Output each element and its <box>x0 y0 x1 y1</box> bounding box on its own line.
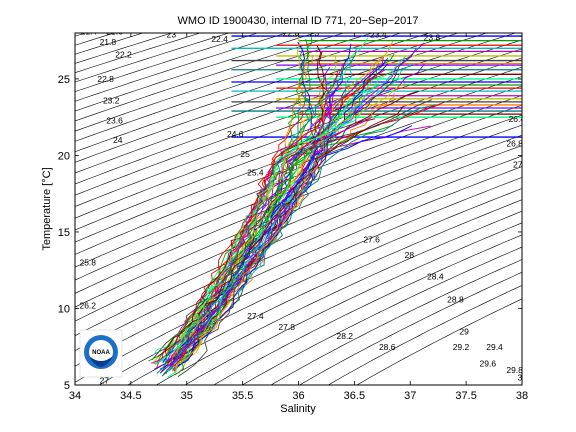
x-axis: 34 34.5 35 35.5 36 36.5 37 37.5 38 <box>69 33 528 402</box>
logo-text: NOAA <box>92 350 110 356</box>
contour-label: 23 <box>167 30 177 40</box>
contour-label: 22.6 <box>283 28 300 38</box>
contour-label: 27.8 <box>278 322 295 332</box>
profile-line <box>177 99 432 377</box>
contour-label: 21.4 <box>81 27 98 37</box>
contour-label: 25 <box>240 149 250 159</box>
contour-label: 27.4 <box>247 311 264 321</box>
density-contour <box>75 33 287 102</box>
profile-line <box>174 78 326 373</box>
x-tick-label: 34 <box>69 390 81 402</box>
y-axis-label: Temperature [°C] <box>41 167 53 250</box>
contour-label: 26.4 <box>509 114 526 124</box>
density-contour <box>75 177 522 383</box>
contour-label: 23 <box>310 28 320 38</box>
contour-label: 24.6 <box>227 129 244 139</box>
density-contour <box>75 155 522 352</box>
chart-title: WMO ID 1900430, internal ID 771, 20−Sep−… <box>178 15 419 27</box>
noaa-logo: NOAA <box>79 329 123 378</box>
contour-label: 22.2 <box>115 49 132 59</box>
density-contour <box>127 199 522 385</box>
x-tick-label: 36 <box>292 390 304 402</box>
profile-line <box>176 82 406 356</box>
contour-label: 27 <box>100 375 110 385</box>
contour-label: 28 <box>405 250 415 260</box>
contour-label: 26.8 <box>506 138 523 148</box>
density-contour <box>0 33 28 385</box>
profile-line <box>162 124 380 376</box>
profile-line <box>169 91 334 367</box>
contour-label: 28.4 <box>427 271 444 281</box>
density-contour <box>356 298 522 385</box>
density-contour <box>328 285 522 385</box>
y-tick-label: 15 <box>58 227 70 239</box>
density-contour <box>270 259 522 385</box>
contour-label: 21.6 <box>106 27 123 37</box>
contour-label: 29.4 <box>486 342 503 352</box>
profile-line <box>151 125 431 364</box>
y-tick-label: 20 <box>58 150 70 162</box>
density-contour <box>75 166 522 367</box>
contour-label: 26.2 <box>79 300 96 310</box>
contour-label: 30 <box>518 372 528 382</box>
contour-label: 29.6 <box>480 359 497 369</box>
x-tick-label: 34.5 <box>120 390 141 402</box>
contour-label: 27.6 <box>363 235 380 245</box>
contour-label: 29.8 <box>506 365 523 375</box>
x-axis-label: Salinity <box>280 403 316 415</box>
profile-lines <box>148 33 441 378</box>
x-tick-label: 36.5 <box>344 390 365 402</box>
contour-label: 22.8 <box>97 74 114 84</box>
contour-label: 29.2 <box>453 342 470 352</box>
contour-label: 21.8 <box>100 37 117 47</box>
profile-line <box>161 47 357 377</box>
density-contour <box>75 134 522 322</box>
density-contour <box>75 114 522 294</box>
profile-line <box>164 112 362 359</box>
density-contour <box>75 145 522 337</box>
contour-label: 28.6 <box>379 342 396 352</box>
density-contour <box>242 246 522 385</box>
y-axis: 5 10 15 20 25 <box>58 74 522 392</box>
contour-label: 23.6 <box>106 115 123 125</box>
contour-label: 28.2 <box>336 331 353 341</box>
y-tick-label: 25 <box>58 74 70 86</box>
contour-label: 25.4 <box>247 167 264 177</box>
density-contour <box>213 234 522 385</box>
profile-line <box>148 38 311 362</box>
y-tick-label: 10 <box>58 303 70 315</box>
x-tick-label: 35.5 <box>232 390 253 402</box>
profile-line <box>157 105 404 357</box>
profile-line <box>171 67 332 364</box>
x-tick-label: 35 <box>181 390 193 402</box>
contour-label: 23.4 <box>370 30 387 40</box>
contour-label: 29 <box>459 326 469 336</box>
density-contour <box>299 271 522 385</box>
contour-label: 24 <box>113 135 123 145</box>
contour-label: 23.8 <box>424 33 441 43</box>
contour-label: 23.2 <box>103 95 120 105</box>
density-contour <box>156 210 522 385</box>
x-tick-label: 37.5 <box>455 390 476 402</box>
density-contour <box>75 33 344 122</box>
contour-label: 25.8 <box>79 258 96 268</box>
density-contour <box>75 95 522 268</box>
x-tick-label: 37 <box>404 390 416 402</box>
contour-label: 27 <box>513 160 523 170</box>
density-contour <box>75 33 401 142</box>
profile-line <box>178 55 337 375</box>
contour-labels: 21.4 21.621.8 22.2 23 22.4 22.6 23 23.4 23.8 22.8… <box>79 27 528 385</box>
contour-label: 28.8 <box>447 294 464 304</box>
y-tick-label: 5 <box>64 380 70 392</box>
density-contour <box>75 33 315 112</box>
x-tick-label: 38 <box>516 390 528 402</box>
contour-label: 22.4 <box>211 34 228 44</box>
density-contour <box>184 222 522 385</box>
density-contour <box>75 33 373 132</box>
density-contour <box>75 104 522 281</box>
